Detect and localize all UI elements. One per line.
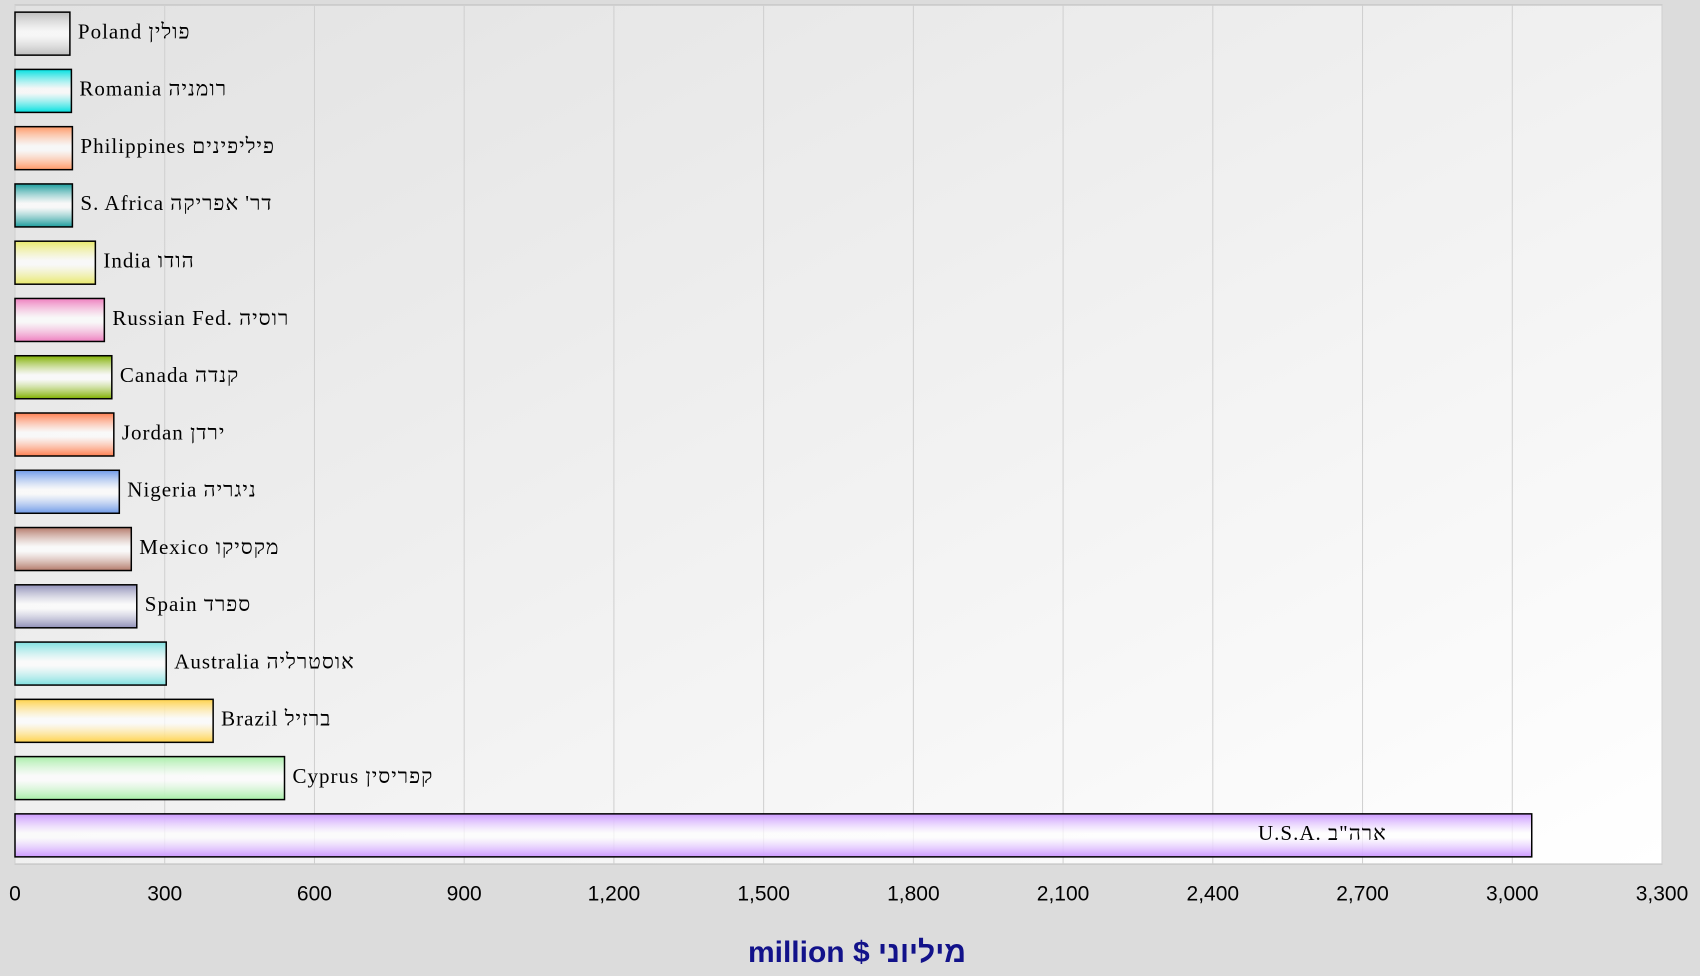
x-axis-title: million $ מיליוני — [748, 936, 966, 969]
x-tick-label: 600 — [297, 882, 332, 905]
category-label: Philippines פיליפינים — [80, 134, 275, 158]
bar — [14, 11, 71, 56]
bar — [14, 641, 167, 686]
category-label: India הודו — [103, 249, 194, 273]
x-tick-label: 2,700 — [1336, 882, 1389, 905]
x-tick-label: 1,200 — [588, 882, 641, 905]
bar — [14, 297, 106, 343]
category-label: Nigeria ניגריה — [127, 478, 256, 502]
category-label: S. Africa דר' אפריקה — [80, 191, 272, 215]
bar — [14, 412, 115, 457]
x-tick-label: 3,000 — [1486, 882, 1539, 905]
category-label: Australia אוסטרליה — [174, 649, 355, 673]
plot-area — [14, 4, 1663, 865]
bar — [14, 354, 113, 400]
category-label: Canada קנדה — [120, 363, 239, 387]
x-tick-label: 2,400 — [1187, 882, 1240, 905]
category-label: Spain ספרד — [145, 592, 251, 616]
bar — [14, 584, 138, 629]
bar — [14, 813, 1533, 858]
bar — [14, 526, 133, 572]
bar — [14, 68, 73, 114]
x-tick-label: 0 — [9, 882, 21, 905]
category-label: Poland פולין — [78, 19, 191, 43]
x-tick-label: 3,300 — [1636, 882, 1689, 905]
bar — [14, 125, 74, 171]
bar — [14, 755, 286, 801]
category-label: Brazil ברזיל — [221, 707, 331, 731]
category-label: Mexico מקסיקו — [139, 535, 279, 559]
category-label: Cyprus קפריסין — [293, 764, 434, 788]
x-tick-label: 2,100 — [1037, 882, 1090, 905]
x-tick-label: 900 — [447, 882, 482, 905]
x-tick-label: 1,500 — [737, 882, 790, 905]
category-label: U.S.A. ארה"ב — [1258, 821, 1387, 845]
category-label: Russian Fed. רוסיה — [112, 306, 289, 330]
x-tick-label: 1,800 — [887, 882, 940, 905]
x-tick-label: 300 — [147, 882, 182, 905]
bar — [14, 469, 121, 515]
category-label: Jordan ירדן — [122, 420, 226, 444]
bar — [14, 240, 97, 285]
category-label: Romania רומניה — [79, 77, 227, 101]
bar — [14, 698, 214, 744]
bar — [14, 183, 74, 228]
